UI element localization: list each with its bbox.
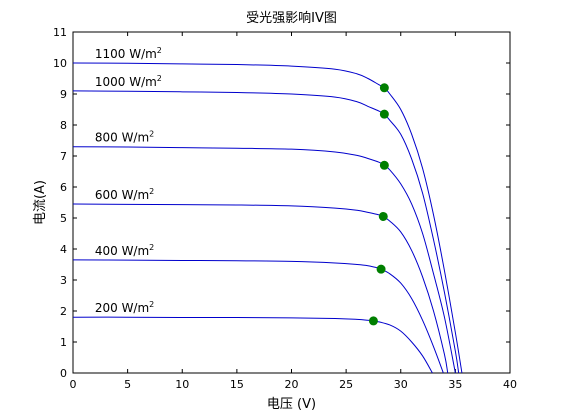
series-label-1: 1000 W/m2 [95, 74, 162, 89]
mpp-marker-2 [379, 160, 389, 170]
y-tick-label: 11 [53, 26, 67, 39]
x-tick-label: 20 [285, 378, 299, 391]
plot-area [72, 31, 511, 374]
x-tick-label: 5 [124, 378, 131, 391]
series-label-3: 600 W/m2 [95, 187, 154, 202]
mpp-marker-0 [379, 83, 389, 93]
series-label-4: 400 W/m2 [95, 243, 154, 258]
series-label-text: 1100 W/m [95, 47, 157, 61]
y-tick-label: 5 [60, 212, 67, 225]
mpp-marker-3 [378, 211, 388, 221]
mpp-marker-5 [368, 316, 378, 326]
series-label-text: 600 W/m [95, 188, 149, 202]
y-tick-label: 2 [60, 305, 67, 318]
y-tick-label: 7 [60, 150, 67, 163]
x-tick-label: 10 [175, 378, 189, 391]
iv-curve-3 [72, 203, 449, 374]
mpp-marker-4 [376, 264, 386, 274]
y-tick-label: 10 [53, 57, 67, 70]
series-label-superscript: 2 [149, 130, 154, 139]
y-tick-label: 9 [60, 88, 67, 101]
x-tick-label: 30 [394, 378, 408, 391]
series-label-superscript: 2 [157, 46, 162, 55]
y-tick-label: 6 [60, 181, 67, 194]
series-label-text: 1000 W/m [95, 75, 157, 89]
y-tick-label: 8 [60, 119, 67, 132]
y-axis-label: 电流(A) [33, 180, 48, 225]
series-label-2: 800 W/m2 [95, 130, 154, 145]
y-tick-label: 3 [60, 274, 67, 287]
iv-curve-2 [72, 146, 456, 374]
iv-curve-4 [72, 259, 444, 374]
y-tick-label: 4 [60, 243, 67, 256]
series-label-5: 200 W/m2 [95, 300, 154, 315]
mpp-marker-1 [379, 109, 389, 119]
x-tick-label: 0 [70, 378, 77, 391]
x-axis-label: 电压 (V) [267, 397, 316, 412]
y-tick-label: 0 [60, 367, 67, 380]
series-label-text: 400 W/m [95, 244, 149, 258]
x-tick-label: 15 [230, 378, 244, 391]
series-label-superscript: 2 [149, 300, 154, 309]
y-tick-label: 1 [60, 336, 67, 349]
series-label-superscript: 2 [157, 74, 162, 83]
series-label-superscript: 2 [149, 243, 154, 252]
series-label-0: 1100 W/m2 [95, 46, 162, 61]
iv-curve-5 [72, 316, 433, 374]
series-label-superscript: 2 [149, 187, 154, 196]
series-label-text: 800 W/m [95, 131, 149, 145]
x-tick-label: 40 [503, 378, 517, 391]
series-label-text: 200 W/m [95, 301, 149, 315]
chart-title: 受光强影响IV图 [246, 10, 337, 26]
x-tick-label: 25 [339, 378, 353, 391]
x-tick-label: 35 [448, 378, 462, 391]
